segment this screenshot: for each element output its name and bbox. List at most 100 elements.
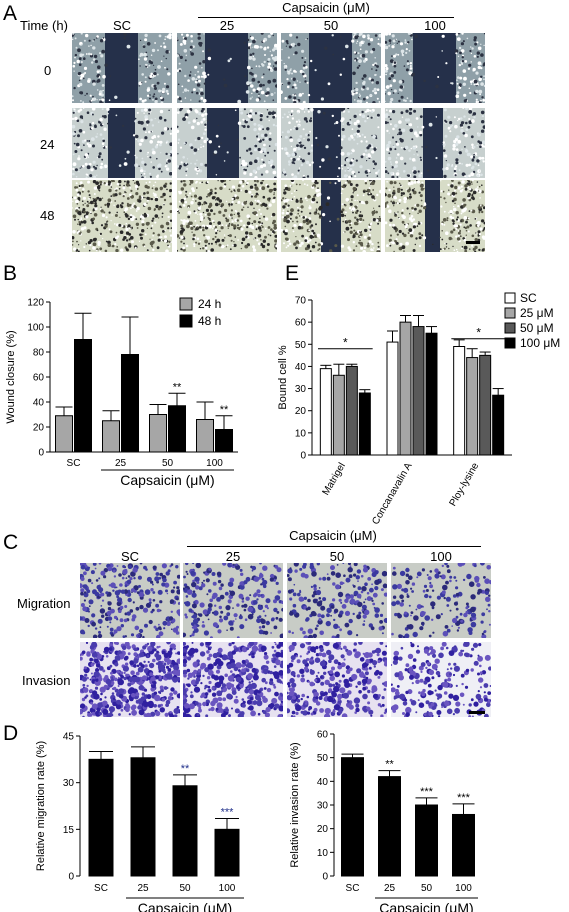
x-tick-label: 25 [115, 458, 127, 469]
bar-concanavalin-a-s3 [425, 332, 438, 456]
panel-c-scale-bar [469, 711, 485, 714]
significance-mark: * [476, 326, 481, 340]
y-tick-label: 45 [63, 732, 75, 743]
bar-sc-s0 [55, 415, 73, 453]
y-tick-label: 50 [317, 753, 329, 764]
bar-sc-s1 [74, 339, 92, 453]
wound-image-r0-c1 [177, 33, 277, 103]
x-axis-label: Capsaicin (μM) [120, 472, 214, 488]
panel-c-col-100: 100 [430, 549, 452, 564]
time-label: Time (h) [20, 18, 68, 33]
panel-c-col-sc: SC [120, 549, 140, 564]
panel-c-row-migration: Migration [17, 596, 71, 611]
migration-image-c2 [287, 563, 387, 638]
significance-mark: ** [220, 404, 229, 416]
wound-image-r2-c0 [72, 180, 172, 252]
y-tick-label: 10 [317, 848, 329, 859]
bar-50-s0 [172, 785, 198, 877]
x-tick-label: 100 [219, 883, 236, 894]
migration-image-c3 [391, 563, 491, 638]
y-tick-label: 60 [33, 373, 45, 384]
y-tick-label: 40 [317, 777, 329, 788]
bar-ploy-lysine-s0 [453, 346, 466, 456]
y-tick-label: 0 [322, 872, 328, 883]
bar-ploy-lysine-s1 [466, 357, 479, 456]
legend-label-3: 100 μM [520, 336, 560, 350]
significance-mark: ** [385, 759, 394, 771]
invasion-image-c0 [80, 642, 180, 717]
y-tick-label: 20 [295, 406, 307, 417]
y-axis-label: Relative invasion rate (%) [289, 742, 301, 867]
invasion-image-c2 [287, 642, 387, 717]
panel-e-letter: E [285, 262, 300, 285]
y-tick-label: 20 [317, 824, 329, 835]
bar-matrigel-s3 [358, 392, 371, 456]
bar-100-s0 [214, 828, 240, 877]
bar-50-s0 [415, 804, 438, 877]
panel-c-letter: C [3, 531, 19, 554]
y-tick-label: 30 [317, 801, 329, 812]
significance-mark: * [343, 336, 348, 350]
x-tick-label: Concanavalin A [370, 461, 414, 527]
bar-50-s1 [168, 405, 186, 453]
x-axis-label: Capsaicin (μM) [379, 900, 473, 912]
wound-closure-chart: 0 20 40 60 80 100 120 Wound closure (%) SC 25 ** 50… [5, 297, 238, 488]
legend-swatch-0 [504, 292, 516, 304]
legend-label-0: SC [520, 291, 537, 305]
panel-a-header-line [198, 17, 454, 18]
bar-concanavalin-a-s0 [386, 341, 399, 456]
significance-mark: *** [420, 786, 434, 798]
wound-image-r1-c1 [177, 108, 277, 178]
y-tick-label: 30 [295, 384, 307, 395]
migration-rate-chart: 0 15 30 45 Relative migration rate (%) SC 25 **… [35, 732, 244, 912]
significance-mark: *** [457, 792, 471, 804]
legend-swatch-1 [504, 307, 516, 319]
x-tick-label: 50 [179, 883, 191, 894]
significance-mark: ** [173, 381, 182, 393]
y-axis-label: Wound closure (%) [5, 330, 17, 423]
y-tick-label: 100 [27, 323, 44, 334]
panel-a-capsaicin-label: Capsaicin (μM) [282, 0, 370, 15]
wound-image-r1-c0 [72, 108, 172, 178]
x-tick-label: 50 [162, 458, 174, 469]
panel-a-letter: A [3, 2, 18, 25]
wound-image-r0-c0 [72, 33, 172, 103]
bar-100-s1 [215, 429, 233, 453]
panel-a-col-25: 25 [219, 18, 235, 33]
bar-matrigel-s0 [319, 368, 332, 456]
y-tick-label: 10 [295, 428, 307, 439]
bar-ploy-lysine-s3 [492, 394, 505, 456]
bar-25-s0 [378, 776, 401, 877]
bar-sc-s0 [88, 758, 114, 877]
legend-swatch-3 [504, 337, 516, 349]
x-tick-label: SC [346, 883, 360, 894]
legend-label-1: 25 μM [520, 306, 554, 320]
y-tick-label: 15 [63, 825, 75, 836]
y-tick-label: 50 [295, 340, 307, 351]
panel-a-col-sc: SC [112, 18, 132, 33]
wound-image-r1-c2 [281, 108, 381, 178]
legend-label-2: 50 μM [520, 321, 554, 335]
migration-image-c1 [183, 563, 283, 638]
legend-label-0: 24 h [198, 297, 221, 311]
y-tick-label: 40 [33, 398, 45, 409]
y-tick-label: 60 [317, 730, 329, 741]
x-tick-label: 50 [421, 883, 433, 894]
y-tick-label: 30 [63, 778, 75, 789]
y-axis-label: Relative migration rate (%) [35, 741, 47, 871]
x-tick-label: 25 [384, 883, 396, 894]
significance-mark: *** [221, 806, 235, 818]
bar-100-s0 [452, 813, 475, 877]
y-tick-label: 80 [33, 348, 45, 359]
y-tick-label: 120 [27, 298, 44, 309]
x-tick-label: 100 [455, 883, 472, 894]
invasion-image-c1 [183, 642, 283, 717]
legend-swatch-0 [179, 297, 193, 311]
y-tick-label: 70 [295, 296, 307, 307]
panel-a-row-0: 0 [44, 63, 52, 78]
wound-image-r1-c3 [385, 108, 485, 178]
bar-concanavalin-a-s1 [399, 321, 412, 456]
panel-c-header-line [187, 546, 481, 547]
panel-a-row-24: 24 [40, 137, 55, 152]
y-tick-label: 0 [300, 451, 306, 462]
